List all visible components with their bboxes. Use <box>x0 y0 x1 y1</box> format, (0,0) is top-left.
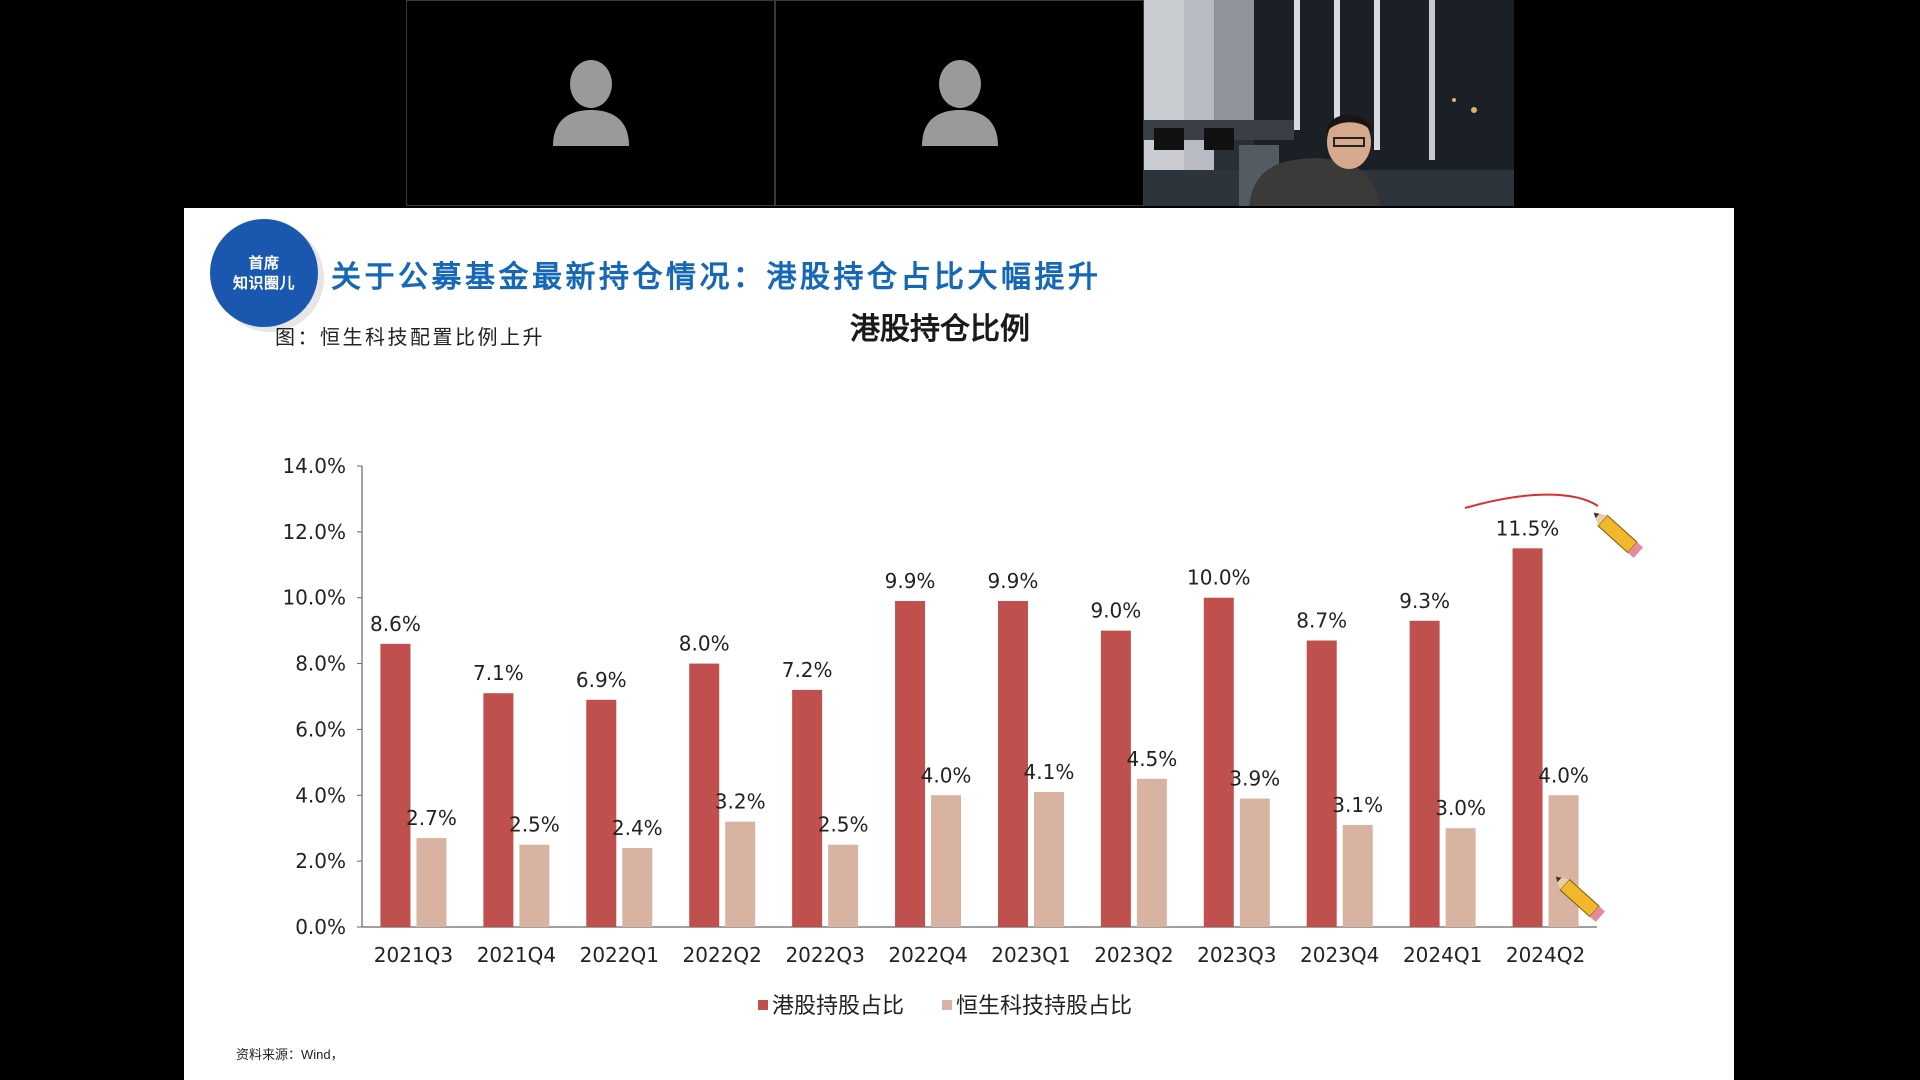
legend-label: 恒生科技持股占比 <box>956 994 1132 1019</box>
data-label: 11.5% <box>1496 516 1560 540</box>
x-tick-label: 2021Q3 <box>374 943 453 967</box>
speaker-video-tile[interactable] <box>1144 0 1514 206</box>
legend-swatch <box>942 1000 952 1010</box>
x-tick-label: 2024Q2 <box>1506 943 1585 967</box>
data-label: 4.0% <box>921 763 972 787</box>
data-label: 2.4% <box>612 816 663 840</box>
data-label: 2.7% <box>406 806 457 830</box>
chart-title: 港股持仓比例 <box>850 312 1030 347</box>
data-label: 9.0% <box>1090 599 1141 623</box>
data-label: 7.2% <box>782 658 833 682</box>
bar-hk-share <box>1512 548 1543 927</box>
bar-hstech-share <box>1445 828 1476 927</box>
bar-hstech-share <box>416 838 447 927</box>
bar-hstech-share <box>1548 795 1579 927</box>
data-label: 9.9% <box>885 569 936 593</box>
data-label: 4.1% <box>1024 760 1075 784</box>
source-note: 资料来源：Wind， <box>236 1047 344 1062</box>
participant-tile-2[interactable] <box>775 0 1144 206</box>
bar-hk-share <box>483 693 514 927</box>
bar-hk-share <box>1203 597 1234 927</box>
data-label: 8.7% <box>1296 609 1347 633</box>
x-tick-label: 2023Q1 <box>991 943 1070 967</box>
bar-hstech-share <box>1136 778 1167 927</box>
slide-title: 关于公募基金最新持仓情况：港股持仓占比大幅提升 <box>331 260 1102 295</box>
data-label: 8.0% <box>679 632 730 656</box>
data-label: 2.5% <box>818 813 869 837</box>
bar-hk-share <box>997 601 1028 927</box>
badge-line-2: 知识圈儿 <box>232 274 295 292</box>
bar-chart: 港股持仓比例 0.0% 2.0% 4.0% 6.0% 8.0% 10.0% 12.0% 14.… <box>282 312 1644 1019</box>
data-label: 9.3% <box>1399 589 1450 613</box>
y-tick-label: 0.0% <box>295 915 346 939</box>
x-tick-label: 2022Q4 <box>888 943 967 967</box>
pencil-icon <box>1593 512 1644 558</box>
data-label: 9.9% <box>988 569 1039 593</box>
bar-hstech-share <box>1033 791 1064 927</box>
data-label: 10.0% <box>1187 566 1251 590</box>
bar-hk-share <box>1100 630 1131 927</box>
y-tick-label: 12.0% <box>282 520 346 544</box>
person-silhouette-icon <box>552 60 629 146</box>
bar-hstech-share <box>931 795 962 927</box>
x-axis: 2021Q3 2021Q4 2022Q1 2022Q2 2022Q3 2022Q4 2023… <box>362 926 1597 967</box>
bar-hk-share <box>1306 640 1337 927</box>
bar-hstech-share <box>828 844 859 927</box>
y-tick-label: 6.0% <box>295 717 346 741</box>
participant-tile-1[interactable] <box>406 0 775 206</box>
y-axis: 0.0% 2.0% 4.0% 6.0% 8.0% 10.0% 12.0% 14.0% <box>282 454 363 939</box>
x-tick-label: 2022Q2 <box>683 943 762 967</box>
data-label: 7.1% <box>473 661 524 685</box>
bar-hstech-share <box>725 821 756 927</box>
data-label: 4.0% <box>1538 763 1589 787</box>
x-tick-label: 2023Q2 <box>1094 943 1173 967</box>
x-tick-label: 2023Q3 <box>1197 943 1276 967</box>
bar-hstech-share <box>622 847 653 927</box>
x-tick-label: 2022Q1 <box>580 943 659 967</box>
brand-badge: 首席 知识圈儿 <box>210 219 318 327</box>
y-tick-label: 14.0% <box>282 454 346 478</box>
red-arc-annotation <box>1464 493 1599 509</box>
data-label: 3.2% <box>715 790 766 814</box>
bar-hk-share <box>792 689 823 927</box>
legend: 港股持股占比 恒生科技持股占比 <box>758 994 1132 1019</box>
data-label: 3.0% <box>1435 796 1486 820</box>
data-label: 4.5% <box>1126 747 1177 771</box>
bar-hstech-share <box>1239 798 1270 927</box>
bar-hk-share <box>895 601 926 927</box>
legend-swatch <box>758 1000 768 1010</box>
bar-hk-share <box>380 643 411 927</box>
bar-hstech-share <box>1342 824 1373 927</box>
video-strip <box>0 0 1920 208</box>
badge-line-1: 首席 <box>248 254 280 272</box>
y-tick-label: 10.0% <box>282 586 346 610</box>
data-label: 8.6% <box>370 612 421 636</box>
x-tick-label: 2021Q4 <box>477 943 556 967</box>
speaker-video <box>1144 0 1514 206</box>
data-label: 3.9% <box>1229 767 1280 791</box>
bar-hk-share <box>1409 620 1440 927</box>
data-label: 6.9% <box>576 668 627 692</box>
pencil-icon <box>1555 876 1606 922</box>
bar-hstech-share <box>519 844 550 927</box>
figure-caption: 图：恒生科技配置比例上升 <box>275 325 545 349</box>
y-tick-label: 4.0% <box>295 783 346 807</box>
x-tick-label: 2024Q1 <box>1403 943 1482 967</box>
data-label: 2.5% <box>509 813 560 837</box>
y-tick-label: 8.0% <box>295 652 346 676</box>
bar-hk-share <box>586 699 617 927</box>
x-tick-label: 2022Q3 <box>785 943 864 967</box>
person-silhouette-icon <box>921 60 998 146</box>
legend-label: 港股持股占比 <box>772 994 904 1019</box>
x-tick-label: 2023Q4 <box>1300 943 1379 967</box>
bar-hk-share <box>689 663 720 927</box>
presentation-slide: 首席 知识圈儿 关于公募基金最新持仓情况：港股持仓占比大幅提升 图：恒生科技配置… <box>184 208 1734 1080</box>
data-label: 3.1% <box>1332 793 1383 817</box>
bars <box>380 548 1579 927</box>
bar-labels: 8.6% 7.1% 6.9% 8.0% 7.2% 9.9% 9.9% 9.0% 10.0% 8.7… <box>370 516 1589 840</box>
y-tick-label: 2.0% <box>295 849 346 873</box>
